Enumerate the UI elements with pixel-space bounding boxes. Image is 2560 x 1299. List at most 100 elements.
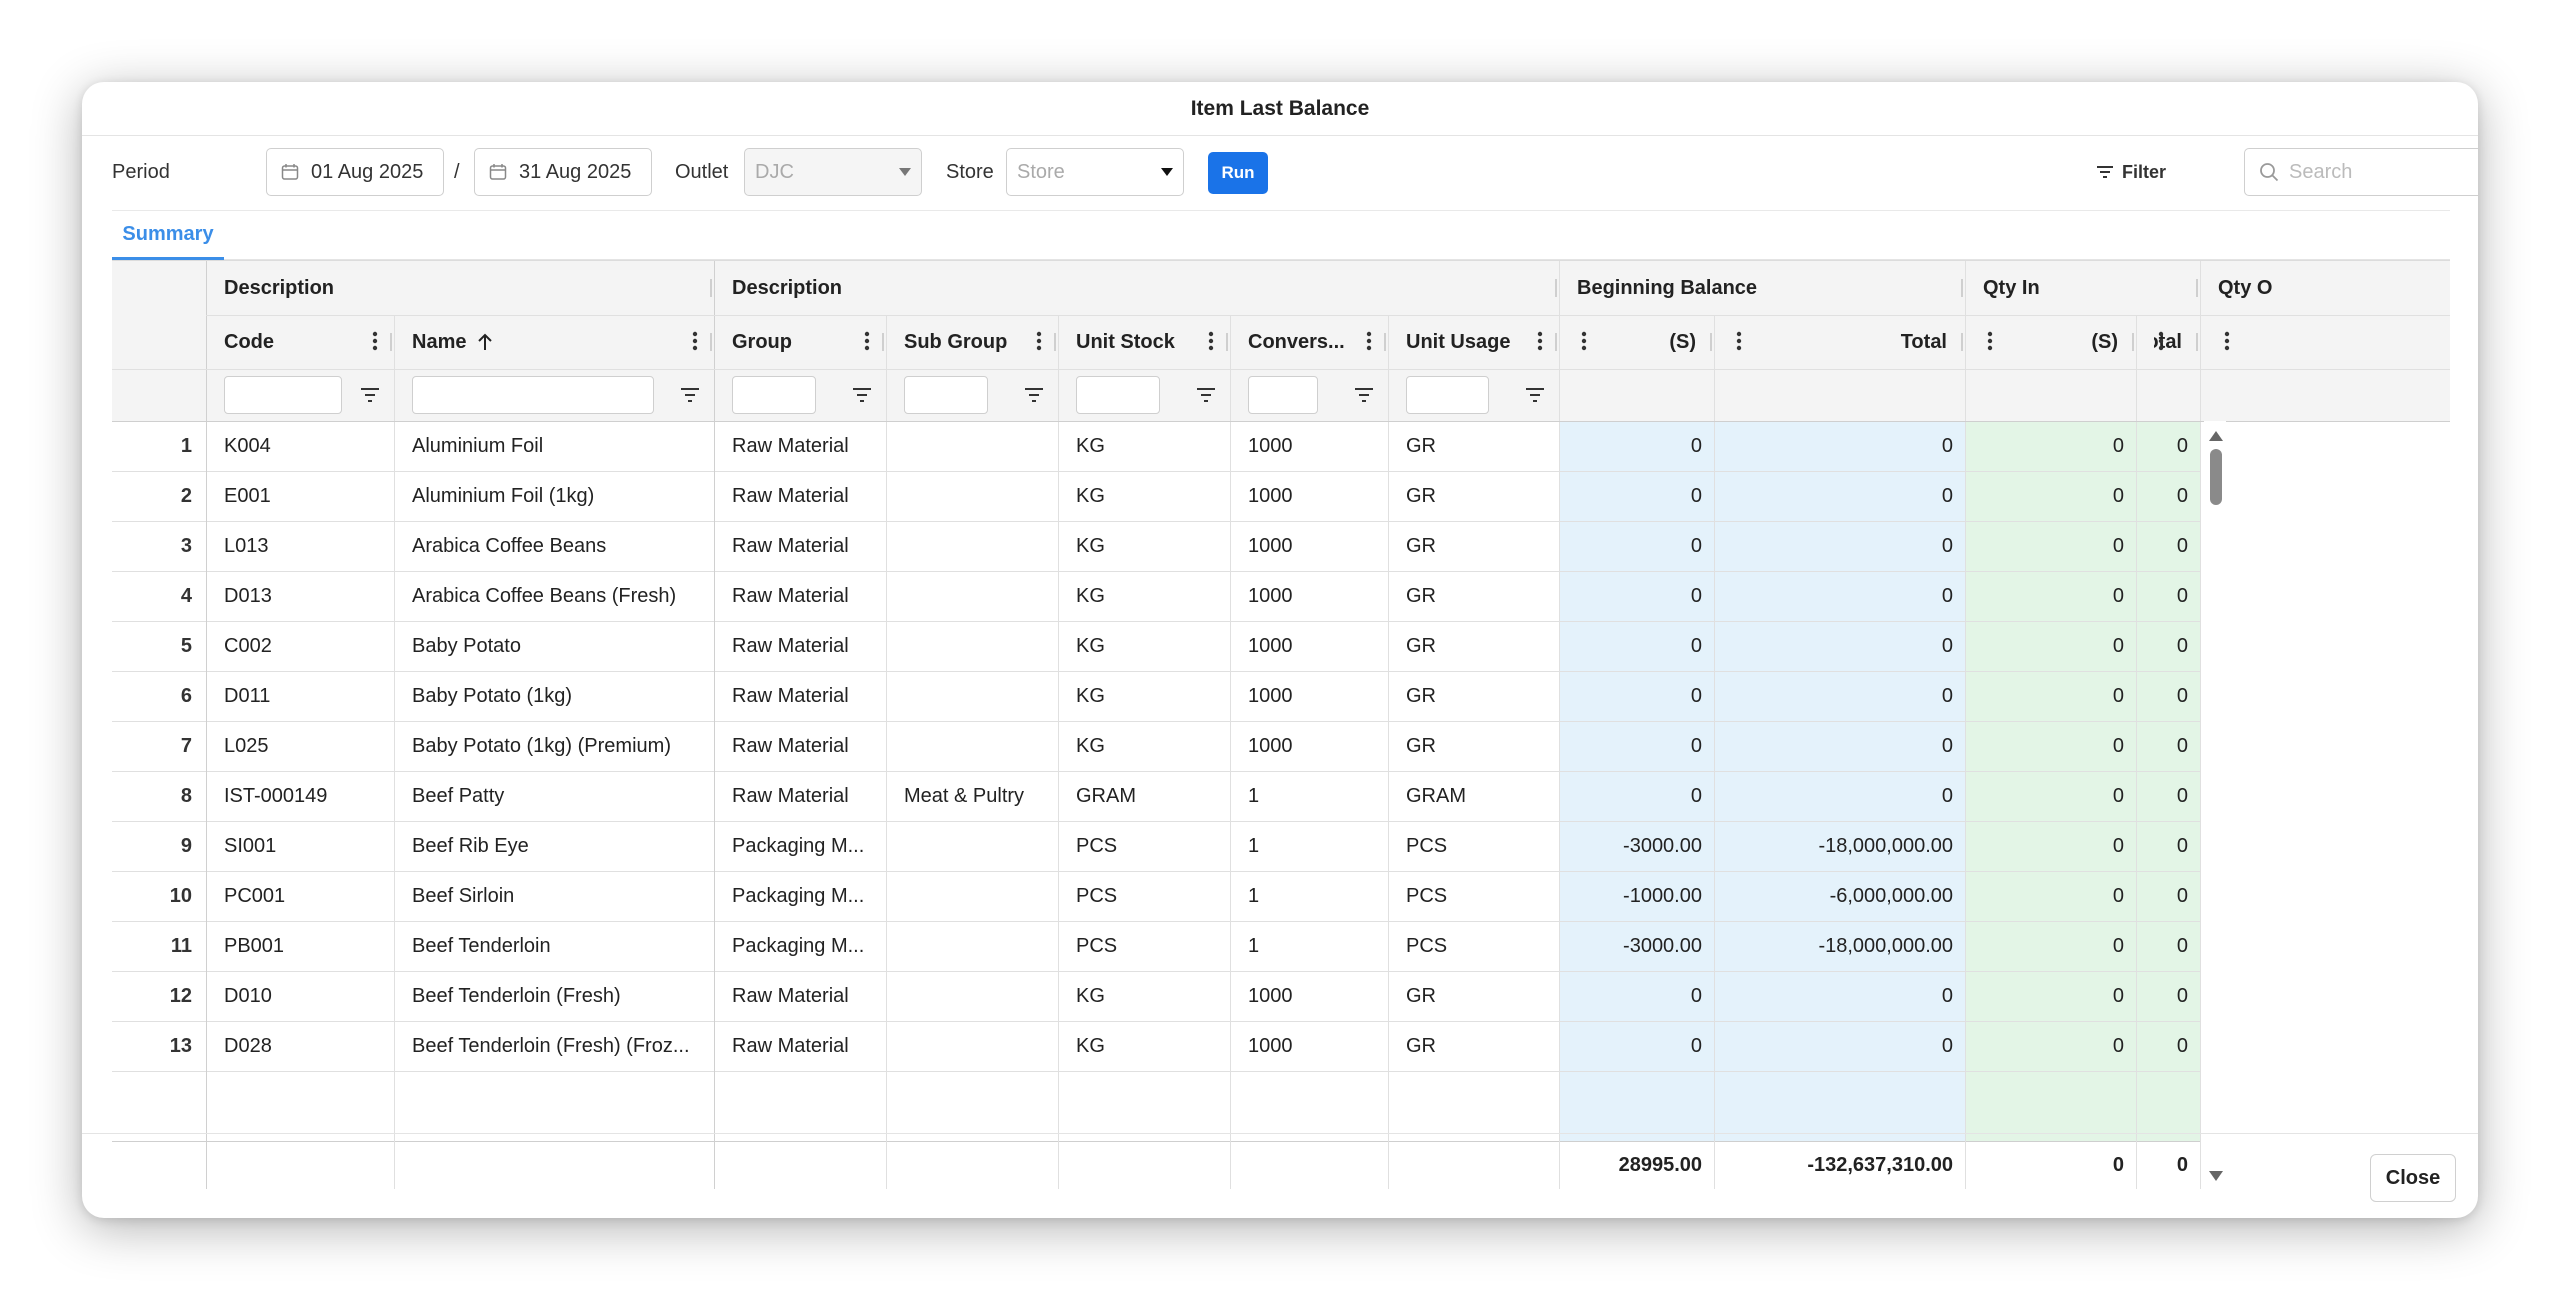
table-cell: 0 <box>2112 584 2124 607</box>
column-header-code[interactable]: Code <box>224 315 376 369</box>
table-row[interactable]: 3 L013 Arabica Coffee Beans Raw Material KG 1… <box>112 521 2200 571</box>
row-divider <box>112 821 2200 822</box>
column-header-unit-stock[interactable]: Unit Stock <box>1076 315 1212 369</box>
column-menu-icon[interactable] <box>864 331 870 355</box>
table-cell: GR <box>1406 684 1436 707</box>
filter-button[interactable]: Filter <box>2096 148 2176 196</box>
column-menu-icon[interactable] <box>2224 331 2230 355</box>
column-menu-icon[interactable] <box>1036 331 1042 355</box>
table-cell: 0 <box>1690 684 1702 707</box>
column-separator <box>882 333 884 351</box>
table-cell: KG <box>1076 534 1105 557</box>
filter-icon[interactable] <box>1525 386 1545 404</box>
date-to-picker[interactable]: 31 Aug 2025 <box>474 148 652 196</box>
chevron-down-icon <box>1161 168 1173 176</box>
table-row[interactable]: 11 PB001 Beef Tenderloin Packaging M... PCS 1… <box>112 921 2200 971</box>
filter-icon[interactable] <box>852 386 872 404</box>
column-menu-icon[interactable] <box>1581 331 1587 355</box>
column-header-unit-usage[interactable]: Unit Usage <box>1406 315 1541 369</box>
column-filter-input[interactable] <box>412 376 654 414</box>
table-cell: E001 <box>224 484 271 507</box>
column-menu-icon[interactable] <box>1208 331 1214 355</box>
close-button[interactable]: Close <box>2370 1154 2456 1202</box>
column-menu-icon[interactable] <box>1987 331 1993 355</box>
table-row[interactable]: 6 D011 Baby Potato (1kg) Raw Material KG 1000… <box>112 671 2200 721</box>
table-row[interactable]: 4 D013 Arabica Coffee Beans (Fresh) Raw Mat… <box>112 571 2200 621</box>
column-menu-icon[interactable] <box>1736 331 1742 355</box>
row-divider <box>112 1071 2200 1072</box>
column-divider <box>1388 315 1389 1189</box>
table-row[interactable]: 13 D028 Beef Tenderloin (Fresh) (Froz... Ra… <box>112 1021 2200 1141</box>
run-button[interactable]: Run <box>1208 152 1268 194</box>
table-cell: 0 <box>2176 584 2188 607</box>
column-menu-icon[interactable] <box>692 331 698 355</box>
scrollbar-vertical-thumb[interactable] <box>2210 449 2222 505</box>
table-row[interactable]: 2 E001 Aluminium Foil (1kg) Raw Material KG 1… <box>112 471 2200 521</box>
column-filter-input[interactable] <box>904 376 988 414</box>
search-icon <box>2260 163 2279 182</box>
date-from-picker[interactable]: 01 Aug 2025 <box>266 148 444 196</box>
table-cell: Raw Material <box>732 534 849 557</box>
column-header-bb-s[interactable]: (S) <box>1577 315 1696 369</box>
scroll-up-arrow-icon[interactable] <box>2208 429 2224 447</box>
table-cell: 0 <box>1941 484 1953 507</box>
column-menu-icon[interactable] <box>1537 331 1543 355</box>
table-cell: 1000 <box>1248 984 1293 1007</box>
table-row[interactable]: 8 IST-000149 Beef Patty Raw Material Meat & … <box>112 771 2200 821</box>
column-separator <box>1555 333 1557 351</box>
column-separator <box>390 333 392 351</box>
column-header-subgroup[interactable]: Sub Group <box>904 315 1040 369</box>
column-header-name[interactable]: Name <box>412 315 696 369</box>
filter-icon[interactable] <box>360 386 380 404</box>
table-cell: 0 <box>1941 634 1953 657</box>
column-filter-input[interactable] <box>1076 376 1160 414</box>
table-cell: 1 <box>1248 834 1260 857</box>
table-cell <box>904 521 1046 571</box>
column-filter-input[interactable] <box>732 376 816 414</box>
column-menu-icon[interactable] <box>2158 331 2164 355</box>
sort-ascending-icon[interactable] <box>476 332 494 352</box>
column-filter-input[interactable] <box>224 376 342 414</box>
table-row[interactable]: 1 K004 Aluminium Foil Raw Material KG 1000 GR 0… <box>112 421 2200 471</box>
scroll-down-arrow-icon[interactable] <box>2208 1169 2224 1187</box>
column-filter-input[interactable] <box>1248 376 1318 414</box>
table-cell: Raw Material <box>732 584 849 607</box>
column-header-bb-total[interactable]: Total <box>1732 315 1947 369</box>
table-cell: 0 <box>2176 434 2188 457</box>
column-header-conversion[interactable]: Convers... <box>1248 315 1370 369</box>
table-cell: KG <box>1076 1034 1105 1057</box>
table-row[interactable]: 12 D010 Beef Tenderloin (Fresh) Raw Materia… <box>112 971 2200 1021</box>
search-input[interactable]: Search <box>2244 148 2478 196</box>
row-number: 9 <box>180 834 192 857</box>
store-select[interactable]: Store <box>1006 148 1184 196</box>
table-cell: 0 <box>2176 884 2188 907</box>
filter-icon[interactable] <box>1024 386 1044 404</box>
column-header-qi-s[interactable]: (S) <box>1983 315 2118 369</box>
table-cell: SI001 <box>224 834 277 857</box>
column-filter-input[interactable] <box>1406 376 1489 414</box>
column-divider <box>2200 261 2201 1189</box>
column-separator <box>1226 333 1228 351</box>
filter-icon[interactable] <box>680 386 700 404</box>
row-number: 13 <box>169 1034 192 1057</box>
column-header-group[interactable]: Group <box>732 315 868 369</box>
table-cell: GRAM <box>1076 784 1136 807</box>
table-row[interactable]: 10 PC001 Beef Sirloin Packaging M... PCS 1 PCS… <box>112 871 2200 921</box>
column-menu-icon[interactable] <box>1366 331 1372 355</box>
outlet-select[interactable]: DJC <box>744 148 922 196</box>
row-divider <box>112 1021 2200 1022</box>
scrollbar-vertical-track <box>2204 421 2226 1189</box>
table-row[interactable]: 7 L025 Baby Potato (1kg) (Premium) Raw Mate… <box>112 721 2200 771</box>
table-cell: Raw Material <box>732 634 849 657</box>
tab-summary[interactable]: Summary <box>112 211 224 260</box>
column-divider <box>2136 315 2137 1189</box>
table-cell: Packaging M... <box>732 834 865 857</box>
column-menu-icon[interactable] <box>372 331 378 355</box>
table-row[interactable]: 9 SI001 Beef Rib Eye Packaging M... PCS 1 PCS -… <box>112 821 2200 871</box>
table-cell: 0 <box>1690 1034 1702 1057</box>
table-cell: Raw Material <box>732 984 849 1007</box>
filter-icon[interactable] <box>1196 386 1216 404</box>
table-cell: Arabica Coffee Beans (Fresh) <box>412 584 677 607</box>
filter-icon[interactable] <box>1354 386 1374 404</box>
table-row[interactable]: 5 C002 Baby Potato Raw Material KG 1000 GR 0 0 0 0 <box>112 621 2200 671</box>
